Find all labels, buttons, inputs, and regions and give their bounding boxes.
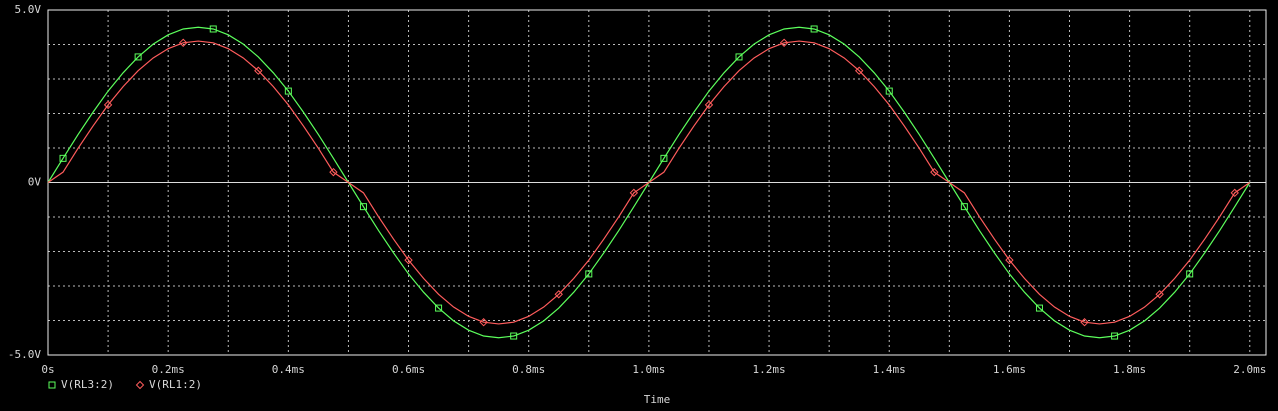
marker: [735, 53, 743, 61]
marker: [1111, 332, 1119, 340]
marker: [135, 380, 145, 390]
marker: [1186, 270, 1194, 278]
marker: [960, 203, 968, 211]
y-tick-label: -5.0V: [8, 348, 41, 361]
marker: [629, 188, 639, 198]
marker: [854, 66, 864, 75]
marker: [704, 100, 714, 110]
marker: [1230, 188, 1239, 198]
x-tick-label: 0.4ms: [272, 363, 305, 376]
marker: [1155, 290, 1164, 299]
marker: [284, 87, 292, 95]
marker: [554, 290, 563, 299]
x-tick-label: 0.8ms: [512, 363, 545, 376]
marker: [404, 255, 413, 265]
marker: [930, 167, 939, 177]
x-tick-label: 1.8ms: [1113, 363, 1146, 376]
x-tick-label: 1.0ms: [632, 363, 665, 376]
marker: [59, 154, 67, 162]
marker: [660, 154, 668, 162]
marker: [48, 381, 56, 389]
marker: [103, 100, 113, 110]
legend-label: V(RL1:2): [149, 378, 202, 391]
marker: [885, 87, 893, 95]
x-axis-label: Time: [644, 393, 671, 406]
marker: [779, 38, 789, 47]
legend-label: V(RL3:2): [61, 378, 114, 391]
marker: [254, 66, 263, 75]
marker: [479, 318, 488, 327]
y-tick-label: 5.0V: [15, 3, 42, 16]
series-line: [47, 40, 1251, 325]
x-tick-label: 1.2ms: [753, 363, 786, 376]
marker: [329, 167, 338, 177]
marker: [510, 332, 518, 340]
x-tick-label: 1.4ms: [873, 363, 906, 376]
marker: [435, 304, 443, 312]
marker: [1080, 318, 1089, 327]
marker: [209, 25, 217, 33]
marker: [1005, 255, 1014, 265]
x-tick-label: 0.2ms: [152, 363, 185, 376]
x-tick-label: 1.6ms: [993, 363, 1026, 376]
marker: [359, 203, 367, 211]
marker: [134, 53, 142, 61]
marker: [810, 25, 818, 33]
marker: [585, 270, 593, 278]
marker: [178, 38, 188, 47]
x-tick-label: 0.6ms: [392, 363, 425, 376]
x-tick-label: 2.0ms: [1233, 363, 1266, 376]
x-tick-label: 0s: [41, 363, 54, 376]
y-tick-label: 0V: [28, 176, 42, 189]
marker: [1035, 304, 1043, 312]
